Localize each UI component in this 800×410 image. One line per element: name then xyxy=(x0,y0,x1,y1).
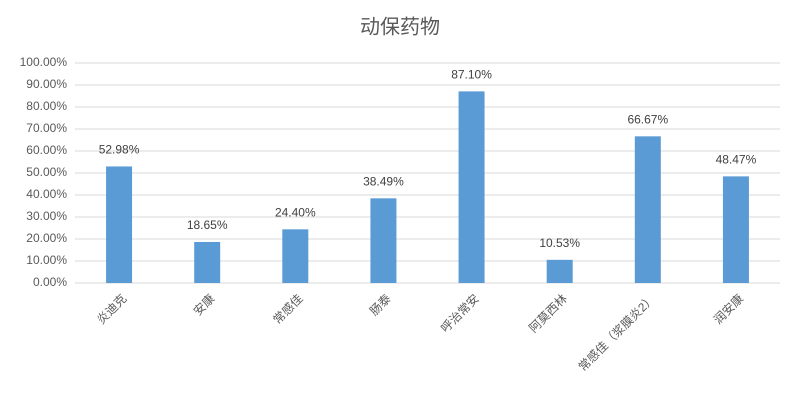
x-tick-label: 常感佳 xyxy=(270,291,306,327)
value-label: 18.65% xyxy=(187,218,228,232)
chart-title: 动保药物 xyxy=(360,15,440,38)
bar xyxy=(546,259,573,283)
value-label: 38.49% xyxy=(363,174,404,188)
value-label: 52.98% xyxy=(99,143,140,157)
value-label: 87.10% xyxy=(451,68,492,82)
y-tick-label: 40.00% xyxy=(26,187,67,201)
y-tick-label: 90.00% xyxy=(26,77,67,91)
bar xyxy=(194,241,221,283)
y-tick-label: 30.00% xyxy=(26,209,67,223)
y-tick-label: 100.00% xyxy=(20,55,68,69)
value-label: 10.53% xyxy=(539,236,580,250)
y-tick-label: 50.00% xyxy=(26,165,67,179)
x-tick-label: 肠泰 xyxy=(367,291,394,318)
x-tick-label: 常感佳（浆膜炎2） xyxy=(575,291,658,374)
x-tick-label: 润安康 xyxy=(710,291,746,327)
value-label: 48.47% xyxy=(716,153,757,167)
y-tick-label: 60.00% xyxy=(26,143,67,157)
x-tick-label: 炎迪克 xyxy=(94,291,129,326)
bar xyxy=(458,91,485,283)
bar xyxy=(370,198,397,283)
y-tick-label: 20.00% xyxy=(26,231,67,245)
y-tick-label: 70.00% xyxy=(26,121,67,135)
y-tick-label: 0.00% xyxy=(33,275,67,289)
x-tick-label: 阿莫西林 xyxy=(526,291,570,335)
bar xyxy=(106,166,133,283)
bar xyxy=(282,229,309,283)
bar xyxy=(634,136,661,283)
x-tick-label: 安康 xyxy=(190,291,218,319)
bar xyxy=(722,176,749,283)
value-label: 24.40% xyxy=(275,205,316,219)
y-tick-label: 80.00% xyxy=(26,99,67,113)
y-tick-label: 10.00% xyxy=(26,253,67,267)
value-label: 66.67% xyxy=(627,112,668,126)
x-tick-label: 呼治常安 xyxy=(437,291,482,336)
